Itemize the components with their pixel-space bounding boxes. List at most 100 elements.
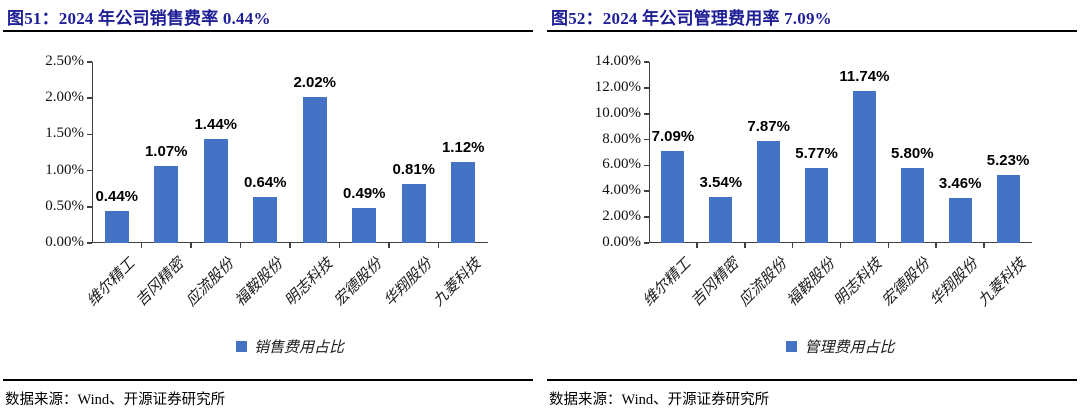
x-axis-tick-mark [190,243,192,248]
x-axis-category-label-text: 吉冈精密 [688,255,742,310]
bar [948,198,972,243]
x-axis-category-label-text: 宏德股份 [331,255,386,310]
plot-area [92,62,488,243]
bar-value-label: 0.81% [392,161,436,179]
y-axis-tick-mark [87,97,92,99]
y-axis-tick-mark [644,112,649,115]
x-axis-tick-mark [289,243,291,248]
data-source: 数据来源：Wind、开源证券研究所 [549,392,770,408]
bar-value-label: 0.49% [342,184,386,202]
x-axis-category-label-text: 九菱科技 [430,255,485,310]
x-axis-category-label-text: 维尔精工 [84,255,138,310]
title-underline [3,30,533,32]
y-axis-tick-mark [644,242,649,244]
bar-value-label: 0.44% [95,188,139,206]
y-axis-tick-mark [644,87,649,89]
y-axis-tick-label: 0.00% [602,234,641,250]
bar [996,175,1020,243]
figure-title: 图52：2024 年公司管理费用率 7.09% [551,9,832,28]
title-underline [547,30,1077,32]
bar-value-label: 7.87% [747,118,790,136]
y-axis-tick-label: 2.50% [45,53,84,69]
y-axis-tick-mark [644,190,649,193]
x-axis-tick-mark [338,243,341,248]
bar-value-label: 1.07% [144,142,188,160]
x-axis-tick-mark [239,243,242,248]
x-axis-tick-mark [791,243,794,248]
x-axis-category-label-text: 九菱科技 [975,255,1030,310]
bar [451,161,476,243]
y-axis-tick-mark [87,242,92,244]
bar [709,197,733,243]
y-axis-tick-label: 0.50% [45,197,84,214]
source-divider [547,379,1077,381]
x-axis-category-label-text: 福鞍股份 [783,255,838,310]
bar-value-label: 1.12% [441,138,485,156]
legend-label: 销售费用占比 [253,340,344,356]
chart-legend: 管理费用占比 [649,336,1032,357]
figure-panel-52: 图52：2024 年公司管理费用率 7.09% 0.00% 2.00% 4.00% 6… [547,0,1077,419]
x-axis-tick-mark [388,243,390,248]
legend-swatch [786,341,798,352]
bar [302,96,327,243]
bar-value-label: 3.54% [699,174,743,192]
x-axis-category-label-text: 华翔股份 [381,255,435,310]
y-axis-tick-label: 0.00% [45,234,84,250]
x-axis-category-label-text: 明志科技 [282,255,336,310]
bar-value-label: 5.23% [986,152,1030,170]
x-axis-category-label-text: 福鞍股份 [232,255,287,310]
bar-value-label: 3.46% [938,175,982,193]
y-axis-tick-label: 2.00% [602,208,641,225]
y-axis-tick-mark [87,206,92,208]
x-axis-tick-mark [839,243,842,248]
y-axis-tick-label: 12.00% [594,78,641,95]
x-axis-category-label-text: 应流股份 [736,255,790,310]
y-axis-tick-mark [87,169,92,172]
x-axis-tick-mark [983,243,985,248]
bar-value-label: 7.09% [651,128,695,146]
y-axis-tick-mark [644,216,649,218]
x-axis-tick-mark [696,243,698,248]
y-axis-tick-mark [87,133,92,136]
legend-swatch [235,341,247,352]
bar-value-label: 2.02% [293,73,337,91]
y-axis-tick-label: 1.00% [45,161,84,178]
x-axis-category-label-text: 维尔精工 [640,255,695,310]
y-axis-tick-label: 2.00% [45,89,84,106]
admin-expense-bar-chart: 0.00% 2.00% 4.00% 6.00% 8.00% 10.00% 12.00% 14.… [547,0,1077,340]
x-axis-category-label-text: 宏德股份 [879,255,934,310]
x-axis-category-label-text: 华翔股份 [927,255,982,310]
figure-title: 图51：2024 年公司销售费率 0.44% [7,9,271,28]
plot-area [649,62,1032,243]
bar [203,138,228,243]
x-axis-tick-mark [935,243,938,248]
x-axis-tick-mark [743,243,746,248]
x-axis-tick-mark [140,243,143,248]
bar [401,184,426,243]
bar [852,91,876,243]
y-axis-tick-mark [87,61,92,63]
x-axis-category-label-text: 明志科技 [831,255,886,310]
data-source: 数据来源：Wind、开源证券研究所 [5,392,226,408]
figure-panel-51: 图51：2024 年公司销售费率 0.44% 0.00% 0.50% 1.00% 1.… [3,0,533,419]
bar [661,151,685,243]
bar [104,211,129,243]
x-axis-tick-mark [887,243,890,248]
bar-value-label: 5.80% [891,145,934,162]
x-axis-tick-mark [437,243,440,248]
bar [900,168,924,243]
x-axis-category-label-text: 吉冈精密 [133,255,188,310]
legend-label: 管理费用占比 [804,340,895,356]
sales-expense-bar-chart: 0.00% 0.50% 1.00% 1.50% 2.00% 2.50% 0.44% 维尔精工 1… [3,0,533,340]
y-axis-tick-label: 14.00% [594,53,641,69]
y-axis-tick-label: 1.50% [45,125,84,142]
source-divider [3,379,533,381]
y-axis-tick-mark [644,61,649,63]
bar-value-label: 1.44% [194,115,238,133]
bar [154,165,179,243]
bar [805,168,829,243]
bar [352,207,377,243]
x-axis-category-label-text: 应流股份 [183,255,237,310]
y-axis-tick-label: 6.00% [602,156,641,173]
y-axis-tick-label: 8.00% [602,130,641,147]
